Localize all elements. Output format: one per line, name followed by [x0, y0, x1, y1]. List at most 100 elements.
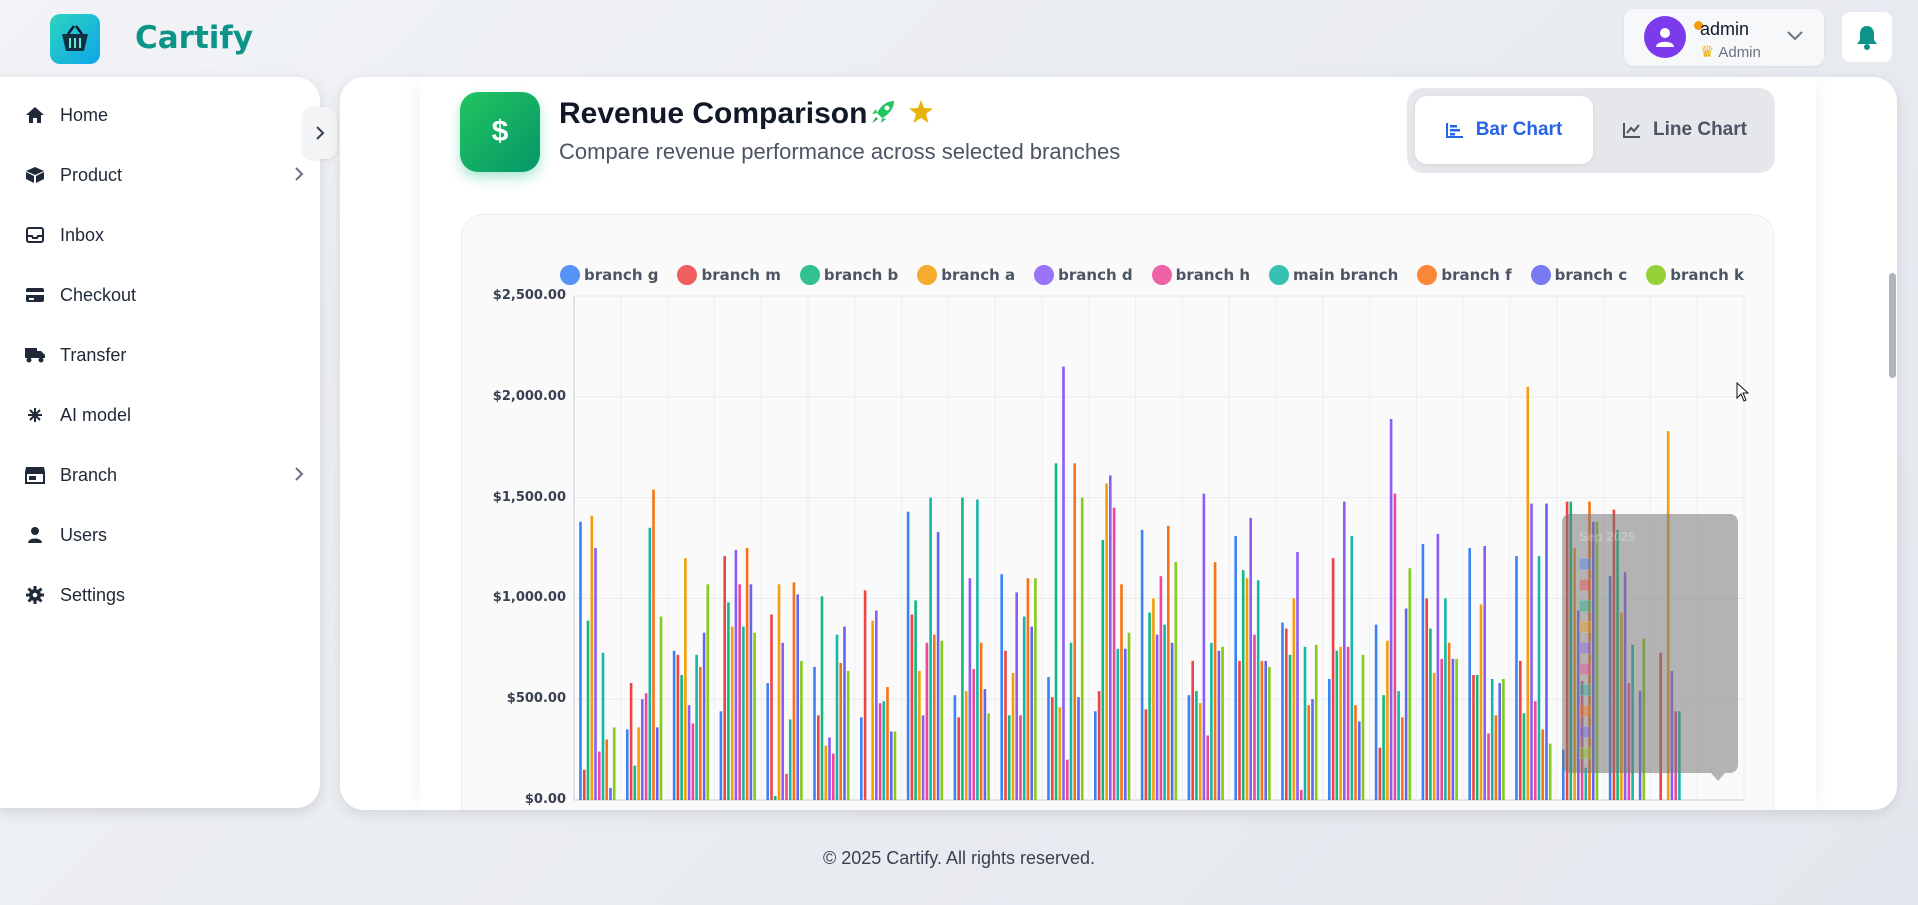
bar-branch-m [1425, 598, 1428, 800]
bar-branch-c [796, 594, 799, 800]
bar-branch-d [921, 715, 925, 800]
bar-branch-d [828, 737, 831, 800]
sidebar-item-users[interactable]: Users [24, 513, 304, 557]
network-icon [24, 407, 46, 423]
app-name[interactable]: Cartify [135, 20, 254, 56]
bar-branch-g [1140, 529, 1144, 800]
legend-label: branch g [584, 266, 659, 284]
legend-item[interactable]: branch b [799, 265, 898, 285]
bar-chart-button[interactable]: Bar Chart [1415, 96, 1593, 164]
bar-main-branch [1022, 616, 1026, 800]
bar-branch-d [594, 548, 597, 800]
chevron-right-icon [294, 466, 304, 487]
crown-icon: ♛ [1700, 44, 1715, 61]
legend-item[interactable]: branch g [560, 265, 658, 285]
bar-branch-g [1234, 535, 1237, 800]
legend-swatch [560, 265, 580, 285]
basket-icon[interactable] [50, 14, 100, 64]
chevron-right-icon [316, 126, 325, 140]
bar-branch-m [770, 614, 773, 800]
bar-branch-f [1026, 578, 1030, 800]
sidebar-item-checkout[interactable]: Checkout [24, 273, 304, 317]
bar-branch-k [753, 632, 756, 800]
bar-branch-m [629, 683, 633, 800]
bar-branch-k [1080, 497, 1084, 800]
bar-branch-m [1144, 709, 1148, 800]
chevron-down-icon [1786, 29, 1804, 47]
legend-item[interactable]: branch k [1646, 265, 1744, 285]
bar-branch-a [730, 626, 734, 800]
bar-branch-c [609, 787, 612, 800]
bar-branch-f [1307, 705, 1310, 800]
bar-branch-b [961, 497, 964, 800]
legend-item[interactable]: branch f [1417, 265, 1512, 285]
bar-branch-c [702, 632, 706, 800]
bar-branch-h [691, 723, 695, 800]
bar-branch-g [1421, 544, 1425, 800]
sidebar-item-ai-model[interactable]: AI model [24, 393, 304, 437]
bar-branch-b [727, 602, 730, 800]
status-dot [1694, 21, 1703, 30]
y-tick-label: $500.00 [506, 691, 566, 707]
bar-branch-g [1000, 574, 1003, 800]
bar-branch-f [1541, 729, 1544, 800]
user-icon [1656, 28, 1674, 47]
bar-branch-a [1386, 640, 1389, 800]
page-scrollbar[interactable] [1889, 273, 1896, 378]
sidebar-item-transfer[interactable]: Transfer [24, 333, 304, 377]
y-tick-label: $2,000.00 [492, 388, 566, 404]
bar-main-branch [1584, 767, 1588, 800]
legend-item[interactable]: branch m [677, 265, 781, 285]
legend-swatch [1417, 265, 1438, 285]
bar-branch-a [918, 671, 921, 800]
bar-branch-c [1498, 683, 1501, 800]
bar-branch-b [1007, 715, 1011, 800]
legend-item[interactable]: branch a [917, 265, 1015, 285]
bar-branch-b [914, 600, 917, 800]
sidebar-item-home[interactable]: Home [24, 93, 304, 137]
sidebar-item-branch[interactable]: Branch [24, 453, 304, 497]
sidebar-collapse-button[interactable] [303, 107, 337, 159]
bar-main-branch [648, 527, 652, 800]
legend-item[interactable]: branch c [1530, 265, 1627, 285]
legend-item[interactable]: branch h [1151, 265, 1250, 285]
bar-branch-k [659, 616, 663, 800]
bar-main-branch [1303, 646, 1307, 800]
bar-branch-k [1314, 644, 1318, 800]
bar-branch-m [1519, 660, 1522, 800]
tooltip-swatch [1579, 705, 1591, 717]
bar-branch-g [1047, 677, 1050, 800]
bar-branch-a [1479, 604, 1483, 800]
bar-branch-h [1487, 733, 1490, 800]
bar-branch-c [1124, 648, 1127, 800]
bar-branch-k [1034, 578, 1037, 800]
bar-branch-b [1148, 612, 1151, 800]
sidebar-item-product[interactable]: Product [24, 153, 304, 197]
bar-main-branch [882, 701, 886, 800]
tooltip-row [1579, 724, 1724, 740]
legend-swatch [1151, 265, 1172, 285]
bar-branch-d [687, 705, 691, 800]
bar-branch-d [734, 550, 738, 800]
sidebar-item-inbox[interactable]: Inbox [24, 213, 304, 257]
legend-item[interactable]: branch d [1034, 265, 1133, 285]
user-icon [24, 526, 46, 544]
bar-branch-d [1249, 517, 1252, 800]
legend-item[interactable]: main branch [1269, 265, 1398, 285]
bar-branch-c [656, 727, 659, 800]
sidebar-item-settings[interactable]: Settings [24, 573, 304, 617]
bar-branch-g [1562, 749, 1565, 800]
chart-type-toggle: Bar Chart Line Chart [1407, 88, 1775, 173]
sidebar-item-label: Transfer [60, 344, 127, 365]
bar-branch-h [1066, 759, 1069, 800]
bar-branch-h [925, 642, 929, 800]
bar-branch-a [1105, 483, 1108, 800]
line-chart-button[interactable]: Line Chart [1603, 96, 1767, 164]
notifications-button[interactable] [1842, 12, 1892, 62]
bar-branch-k [706, 584, 710, 800]
user-menu[interactable]: admin ♛ Admin [1624, 9, 1824, 66]
rocket-icon [872, 101, 894, 123]
y-tick-label: $2,500.00 [492, 288, 566, 303]
bar-branch-f [699, 666, 702, 800]
legend-swatch [1034, 265, 1055, 285]
